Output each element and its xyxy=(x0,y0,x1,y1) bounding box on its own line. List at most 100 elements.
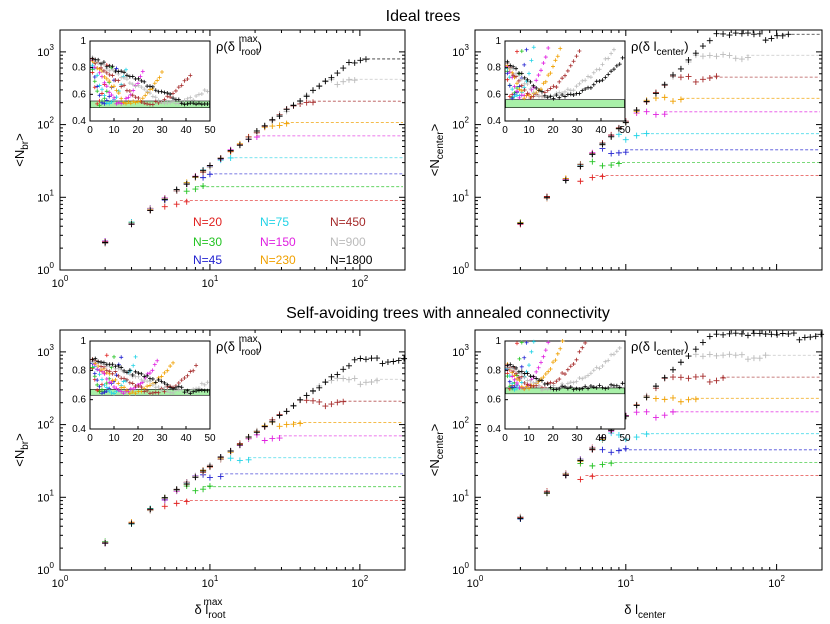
inset-point xyxy=(611,67,616,72)
x-axis-label-right: δ lcenter xyxy=(624,602,666,621)
inset-point xyxy=(514,365,519,370)
data-point xyxy=(608,162,615,169)
data-point xyxy=(738,30,745,37)
inset-point xyxy=(528,383,533,388)
y-tick-label: 100 xyxy=(452,261,469,277)
plot-frame xyxy=(474,329,823,571)
inset-point xyxy=(142,101,147,106)
y-tick-label-base: 10 xyxy=(452,120,464,132)
inset-point xyxy=(516,375,521,380)
data-point xyxy=(599,173,606,180)
inset-point xyxy=(557,79,562,84)
legend: N=20 N=75 N=450 N=30 N=150 N=900 N=45 N=230 N=18… xyxy=(193,215,373,267)
data-point xyxy=(322,379,329,386)
data-point xyxy=(206,171,213,178)
inset-point xyxy=(119,96,124,101)
inset-point xyxy=(168,364,173,369)
y-tick-label-exp: 1 xyxy=(50,488,55,497)
inset-point xyxy=(153,88,158,93)
series-n-20 xyxy=(102,498,403,547)
inset-point xyxy=(104,76,109,81)
inset-point xyxy=(104,64,109,69)
inset-point xyxy=(548,86,553,91)
inset-point xyxy=(510,381,515,386)
inset-point xyxy=(156,98,161,103)
plot-frame xyxy=(59,329,406,571)
inset-point xyxy=(553,358,558,363)
inset-point xyxy=(597,67,602,72)
inset-point xyxy=(159,89,164,94)
inset-label-label-sub: center xyxy=(656,347,684,358)
data-point xyxy=(726,52,733,59)
inset-point xyxy=(116,363,121,368)
y-axis-label-ylabel: <N xyxy=(12,450,27,467)
inset-point xyxy=(90,365,95,370)
data-point xyxy=(622,149,629,156)
inset-point xyxy=(574,84,579,89)
data-point xyxy=(762,352,769,359)
inset-point xyxy=(131,363,136,368)
inset-point xyxy=(150,94,155,99)
x-tick-label-exp: 0 xyxy=(64,274,69,283)
data-point xyxy=(217,155,224,162)
legend-entry: N=30 xyxy=(193,235,222,249)
data-point xyxy=(183,188,190,195)
data-point xyxy=(720,331,727,338)
inset-point xyxy=(557,377,562,382)
inset-point xyxy=(114,66,119,71)
data-point xyxy=(732,55,739,62)
inset-point xyxy=(139,99,144,104)
series-n-45 xyxy=(517,445,820,523)
data-point xyxy=(269,123,276,130)
inset-point xyxy=(155,358,160,363)
inset-point xyxy=(541,375,546,380)
data-point xyxy=(310,387,317,394)
inset-point xyxy=(109,93,114,98)
inset-point xyxy=(191,101,196,106)
data-point xyxy=(713,377,720,384)
inset-x-tick-label: 30 xyxy=(156,125,168,136)
y-axis-label-ylabel: <N xyxy=(12,150,27,167)
inset-point xyxy=(168,92,173,97)
y-tick-label-base: 10 xyxy=(37,347,49,359)
x-tick-label-base: 10 xyxy=(352,578,364,590)
inset-point xyxy=(525,382,530,387)
data-point xyxy=(161,494,168,501)
data-point xyxy=(310,99,317,106)
inset-point xyxy=(100,377,104,382)
inset-point xyxy=(185,388,190,393)
inset-point xyxy=(560,76,565,81)
inset-point xyxy=(522,355,527,360)
data-point xyxy=(677,374,684,381)
inset-point xyxy=(128,101,133,106)
data-point xyxy=(643,408,650,415)
inset-point xyxy=(122,376,127,381)
inset-point xyxy=(611,352,616,357)
inset-point xyxy=(565,92,570,97)
inset-point xyxy=(114,88,119,93)
inset-point xyxy=(565,367,570,372)
data-point xyxy=(633,132,640,139)
y-axis-label-ylabel-tail: > xyxy=(12,433,27,441)
y-axis-label: <Ncenter> xyxy=(427,424,446,476)
data-point xyxy=(328,401,335,408)
inset-label-label: ρ(δ l xyxy=(216,39,242,54)
data-point xyxy=(368,378,375,385)
y-tick-label-base: 10 xyxy=(37,192,49,204)
inset-point xyxy=(116,373,121,378)
data-point xyxy=(269,418,276,425)
inset-point xyxy=(145,373,150,378)
inset-y-tick-label: 1 xyxy=(495,336,501,347)
data-point xyxy=(206,162,213,169)
inset-label-label-tail: ) xyxy=(258,39,262,54)
data-point xyxy=(351,356,358,363)
inset-point xyxy=(609,382,614,387)
inset-label-label: ρ(δ l xyxy=(216,339,242,354)
data-point xyxy=(577,457,584,464)
inset-point xyxy=(519,83,524,88)
inset-point xyxy=(107,94,112,99)
data-point xyxy=(102,239,109,246)
series-n-45 xyxy=(102,171,403,245)
inset-point xyxy=(142,87,147,92)
inset-point xyxy=(126,95,131,100)
